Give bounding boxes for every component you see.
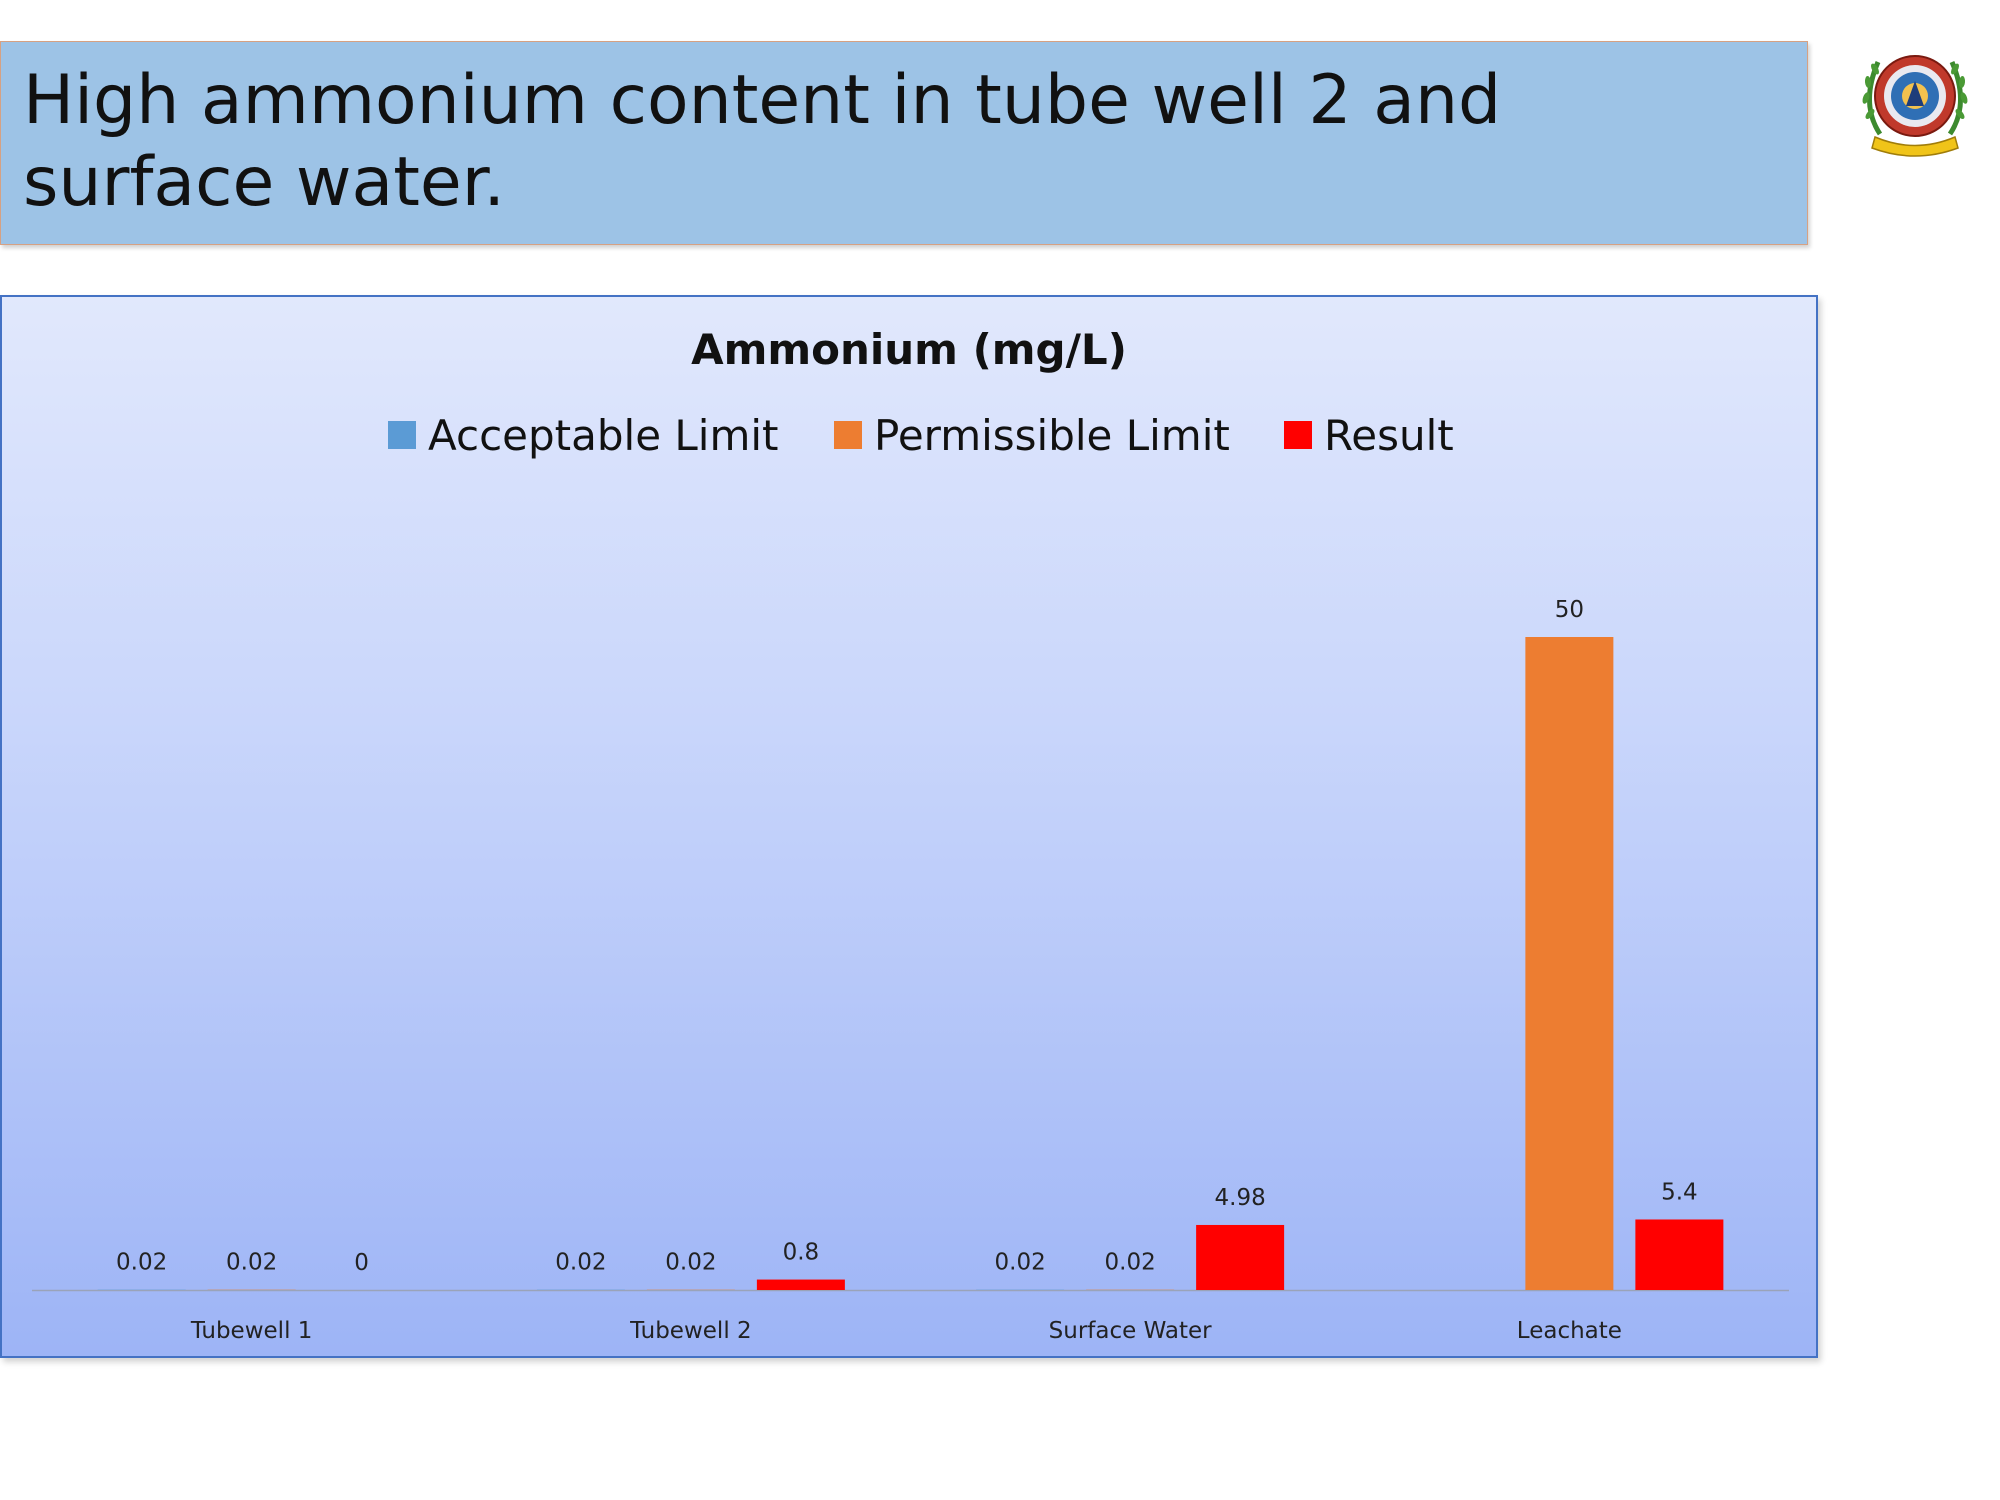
chart-panel: Ammonium (mg/L) Acceptable Limit Permiss… (0, 295, 1818, 1358)
data-label-permissible-limit-surface-water: 0.02 (1105, 1250, 1156, 1276)
legend-item-result: Result (1284, 410, 1454, 460)
bar-plot-area: 0.02 0.02 0 Tubewell 1 0.02 0.02 0.8 Tubewell 2… (32, 597, 1789, 1344)
data-label-acceptable-limit-tubewell-1: 0.02 (116, 1250, 167, 1276)
legend-swatch-permissible-limit (834, 421, 862, 449)
slide-title-box: High ammonium content in tube well 2 and… (0, 41, 1808, 245)
legend-item-acceptable-limit: Acceptable Limit (388, 410, 779, 460)
data-label-permissible-limit-tubewell-2: 0.02 (665, 1250, 716, 1276)
category-label-tubewell-1: Tubewell 1 (190, 1318, 313, 1344)
slide-title: High ammonium content in tube well 2 and… (23, 61, 1502, 222)
chart-legend: Acceptable Limit Permissible Limit Resul… (2, 410, 1816, 460)
category-label-surface-water: Surface Water (1049, 1318, 1212, 1344)
bar-permissible-limit-leachate (1525, 637, 1614, 1290)
category-label-leachate: Leachate (1517, 1318, 1622, 1344)
legend-swatch-acceptable-limit (388, 421, 416, 449)
data-label-permissible-limit-tubewell-1: 0.02 (226, 1250, 277, 1276)
data-label-acceptable-limit-surface-water: 0.02 (995, 1250, 1046, 1276)
legend-label-permissible-limit: Permissible Limit (874, 410, 1230, 460)
data-label-result-surface-water: 4.98 (1215, 1185, 1266, 1211)
institution-emblem-icon (1850, 34, 1980, 164)
bar-result-tubewell-2 (756, 1279, 845, 1290)
data-label-acceptable-limit-tubewell-2: 0.02 (555, 1250, 606, 1276)
bar-result-leachate (1635, 1219, 1724, 1290)
chart-title: Ammonium (mg/L) (691, 325, 1127, 374)
data-label-result-leachate: 5.4 (1661, 1179, 1698, 1205)
legend-label-acceptable-limit: Acceptable Limit (428, 410, 779, 460)
legend-label-result: Result (1324, 410, 1454, 460)
data-label-result-tubewell-1: 0 (354, 1250, 369, 1276)
bar-result-surface-water (1196, 1224, 1285, 1290)
legend-swatch-result (1284, 421, 1312, 449)
data-label-result-tubewell-2: 0.8 (783, 1240, 820, 1266)
legend-item-permissible-limit: Permissible Limit (834, 410, 1230, 460)
data-label-permissible-limit-leachate: 50 (1555, 597, 1584, 623)
category-label-tubewell-2: Tubewell 2 (629, 1318, 752, 1344)
